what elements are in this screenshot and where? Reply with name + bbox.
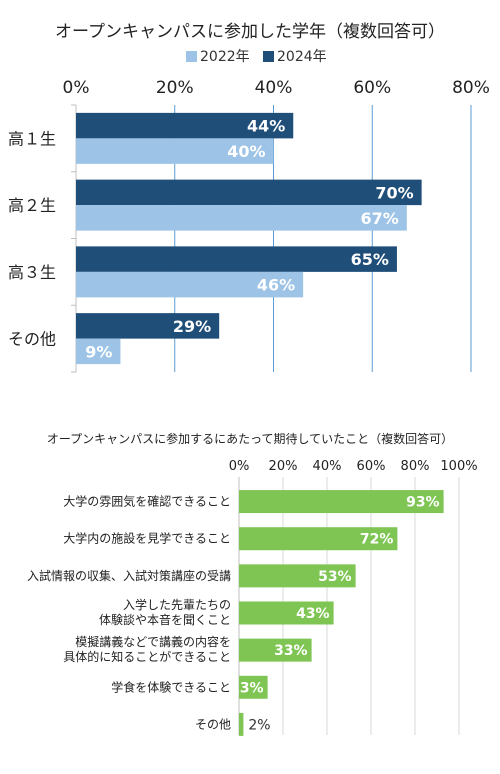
chart2-bar	[239, 712, 244, 736]
chart2-bar	[239, 638, 312, 662]
chart1-data-label: 44%	[247, 117, 285, 136]
chart2-bar	[239, 675, 268, 699]
chart2-category-label: 学食を体験できること	[111, 679, 231, 694]
chart1-data-label: 40%	[227, 142, 265, 161]
chart2-category-label: 模擬講義などで講義の内容を	[75, 634, 231, 649]
chart2-tick-label: 0%	[229, 459, 250, 474]
chart2-category-label: 体験談や本音を聞くこと	[99, 612, 231, 627]
chart2-data-label: 93%	[406, 495, 440, 511]
chart2-tick-label: 100%	[440, 459, 477, 474]
chart2-data-label: 13%	[230, 680, 264, 696]
chart1-bar-2022年	[76, 138, 274, 164]
chart2-data-label: 2%	[248, 717, 270, 733]
chart1-category-label: 高１生	[8, 129, 56, 148]
chart1-tick-label: 0%	[63, 78, 90, 98]
chart1-data-label: 9%	[85, 342, 112, 361]
chart-expectations: オープンキャンパスに参加するにあたって期待していたこと（複数回答可） 0% 20% 4…	[0, 425, 500, 774]
chart1-title: オープンキャンパスに参加した学年（複数回答可）	[55, 22, 445, 42]
chart2-bar	[239, 601, 334, 625]
chart2-data-label: 53%	[318, 569, 352, 585]
chart2-bar	[239, 490, 444, 514]
chart2-category-label: 入学した先輩たちの	[123, 597, 231, 612]
chart1-bar-2024年	[76, 246, 397, 272]
chart1-bar-2024年	[76, 313, 220, 339]
chart1-data-label: 67%	[361, 209, 399, 228]
chart1-legend-label-0: 2022年	[200, 49, 250, 65]
chart2-category-label: 大学内の施設を見学できること	[63, 531, 231, 546]
chart1-bar-2022年	[76, 271, 304, 298]
chart2-tick-label: 80%	[401, 459, 430, 474]
chart1-tick-label: 20%	[156, 78, 194, 98]
chart1-legend-swatch-1	[263, 51, 274, 62]
chart2-tick-label: 40%	[313, 459, 342, 474]
chart1-bar-2022年	[76, 338, 121, 365]
chart2-category-label: その他	[195, 717, 231, 731]
chart1-bar-2024年	[76, 112, 294, 139]
chart2-tick-label: 20%	[269, 459, 298, 474]
chart1-category-label: その他	[8, 330, 56, 349]
chart2-data-label: 43%	[296, 606, 330, 622]
chart1-category-label: 高２生	[8, 196, 56, 215]
chart2-bar	[239, 527, 398, 551]
chart2-data-label: 33%	[274, 643, 308, 659]
chart1-bar-2022年	[76, 205, 407, 231]
chart1-data-label: 65%	[351, 250, 389, 269]
chart2-category-label: 大学の雰囲気を確認できること	[63, 494, 231, 509]
chart1-legend-swatch-0	[186, 51, 197, 62]
chart1-category-label: 高３生	[8, 263, 56, 282]
chart1-tick-label: 40%	[255, 78, 293, 98]
chart2-data-label: 72%	[360, 532, 394, 548]
chart1-bar-2024年	[76, 179, 422, 206]
chart1-data-label: 70%	[375, 183, 413, 202]
chart2-svg: オープンキャンパスに参加するにあたって期待していたこと（複数回答可） 0% 20% 4…	[27, 431, 478, 736]
chart2-bar	[239, 564, 356, 588]
chart1-tick-label: 60%	[353, 78, 391, 98]
chart1-data-label: 29%	[173, 317, 211, 336]
chart1-svg: オープンキャンパスに参加した学年（複数回答可） 2022年 2024年 0% 20% 40…	[8, 22, 490, 373]
chart1-legend-label-1: 2024年	[277, 49, 327, 65]
chart2-tick-label: 60%	[357, 459, 386, 474]
chart1-data-label: 46%	[257, 276, 295, 295]
chart-grade-participation: オープンキャンパスに参加した学年（複数回答可） 2022年 2024年 0% 20% 40…	[8, 22, 490, 373]
chart2-title: オープンキャンパスに参加するにあたって期待していたこと（複数回答可）	[47, 431, 453, 446]
chart1-tick-label: 80%	[452, 78, 490, 98]
chart2-category-label: 具体的に知ることができること	[63, 649, 231, 664]
chart2-category-label: 入試情報の収集、入試対策講座の受講	[27, 568, 231, 583]
